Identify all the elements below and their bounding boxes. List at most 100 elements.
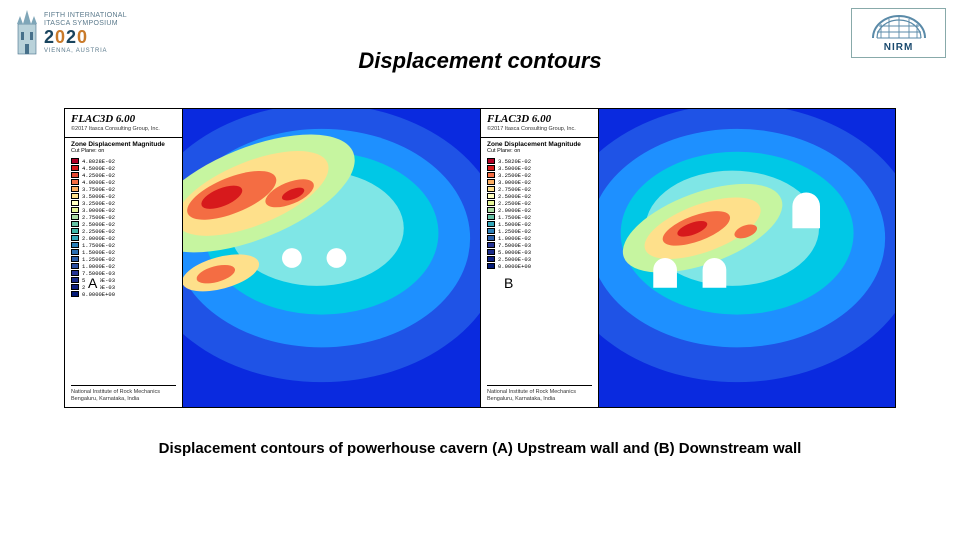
legend-value: 2.0000E-02 [498, 207, 531, 214]
legend-item: 2.0000E-02 [71, 235, 176, 242]
legend-value: 1.5000E-02 [498, 221, 531, 228]
legend-value: 2.2500E-02 [498, 200, 531, 207]
contour-plot [183, 109, 480, 407]
legend-swatch [71, 172, 79, 178]
legend-value: 1.0000E-02 [82, 263, 115, 270]
legend-item: 2.2500E-02 [487, 200, 592, 207]
legend-value: 1.0000E-02 [498, 235, 531, 242]
legend-value: 1.7500E-02 [82, 242, 115, 249]
legend-item: 3.7500E-02 [71, 186, 176, 193]
legend-value: 2.5000E-02 [82, 221, 115, 228]
panel-letter: A [85, 275, 100, 291]
legend-value: 5.0000E-03 [498, 249, 531, 256]
legend-swatch [71, 235, 79, 241]
legend-swatch [487, 249, 495, 255]
legend-item: 4.2500E-02 [71, 172, 176, 179]
contour-plot [599, 109, 895, 407]
legend-value: 3.2500E-02 [498, 172, 531, 179]
legend-swatch [71, 277, 79, 283]
nirm-arch-icon [871, 14, 927, 40]
legend-value: 0.0000E+00 [498, 263, 531, 270]
legend-swatch [487, 179, 495, 185]
legend-item: 2.5000E-02 [71, 221, 176, 228]
legend-item: 2.5000E-02 [487, 193, 592, 200]
legend-value: 4.5000E-02 [82, 165, 115, 172]
legend-swatch [487, 214, 495, 220]
legend-value: 7.5000E-03 [498, 242, 531, 249]
legend-swatch [487, 172, 495, 178]
conf-line2: ITASCA SYMPOSIUM [44, 20, 127, 28]
contour-panel-a: FLAC3D 6.00 ©2017 Itasca Consulting Grou… [65, 109, 480, 407]
legend-value: 4.2500E-02 [82, 172, 115, 179]
legend-swatch [487, 256, 495, 262]
legend-value: 1.2500E-02 [82, 256, 115, 263]
legend-item: 5.0000E-03 [487, 249, 592, 256]
legend-value: 3.5000E-02 [498, 165, 531, 172]
institute-line2: Bengaluru, Karnataka, India [487, 396, 592, 402]
legend-item: 0.0000E+00 [71, 291, 176, 298]
legend-swatch [487, 263, 495, 269]
legend-subtitle: Cut Plane: on [481, 148, 598, 156]
legend-subtitle: Cut Plane: on [65, 148, 182, 156]
legend-value: 2.0000E-02 [82, 235, 115, 242]
legend-swatch [487, 242, 495, 248]
software-name: FLAC3D 6.00 [71, 113, 176, 125]
legend-item: 4.0000E-02 [71, 179, 176, 186]
legend-value: 2.2500E-02 [82, 228, 115, 235]
legend-item: 1.5000E-02 [71, 249, 176, 256]
legend-item: 1.2500E-02 [487, 228, 592, 235]
legend-item: 1.0000E-02 [487, 235, 592, 242]
legend-item: 2.7500E-02 [487, 186, 592, 193]
legend-item: 4.8028E-02 [71, 158, 176, 165]
legend-item: 4.5000E-02 [71, 165, 176, 172]
legend-swatch [71, 263, 79, 269]
software-copyright: ©2017 Itasca Consulting Group, Inc. [71, 126, 176, 132]
legend-swatch [71, 270, 79, 276]
legend-value: 2.5000E-02 [498, 193, 531, 200]
figure-row: FLAC3D 6.00 ©2017 Itasca Consulting Grou… [64, 108, 896, 408]
legend-item: 3.2500E-02 [71, 200, 176, 207]
legend-item: 2.5000E-03 [487, 256, 592, 263]
legend-title: Zone Displacement Magnitude [481, 141, 598, 148]
legend-swatch [71, 200, 79, 206]
legend-item: 1.5000E-02 [487, 221, 592, 228]
legend-swatch [71, 207, 79, 213]
legend-title: Zone Displacement Magnitude [65, 141, 182, 148]
legend-value: 4.8028E-02 [82, 158, 115, 165]
legend-item: 1.0000E-02 [71, 263, 176, 270]
legend-value: 2.7500E-02 [82, 214, 115, 221]
legend-swatch [71, 249, 79, 255]
legend-swatch [487, 235, 495, 241]
legend-value: 4.0000E-02 [82, 179, 115, 186]
legend-swatch [487, 207, 495, 213]
legend-swatch [487, 186, 495, 192]
legend-swatch [71, 284, 79, 290]
institute-line2: Bengaluru, Karnataka, India [71, 396, 176, 402]
legend-item: 2.7500E-02 [71, 214, 176, 221]
legend-value: 3.0000E-02 [498, 179, 531, 186]
software-copyright: ©2017 Itasca Consulting Group, Inc. [487, 126, 592, 132]
legend-list: 3.5820E-02 3.5000E-02 3.2500E-02 3.0000E… [481, 157, 598, 271]
legend-value: 0.0000E+00 [82, 291, 115, 298]
legend-swatch [487, 193, 495, 199]
legend-value: 2.5000E-03 [498, 256, 531, 263]
legend-item: 3.5000E-02 [71, 193, 176, 200]
legend-item: 1.2500E-02 [71, 256, 176, 263]
contour-panel-b: FLAC3D 6.00 ©2017 Itasca Consulting Grou… [480, 109, 895, 407]
legend-value: 1.5000E-02 [82, 249, 115, 256]
legend-swatch [71, 228, 79, 234]
legend-swatch [71, 158, 79, 164]
legend-item: 3.5000E-02 [487, 165, 592, 172]
legend-footer: National Institute of Rock Mechanics Ben… [65, 379, 182, 407]
legend-item: 3.5820E-02 [487, 158, 592, 165]
legend-swatch [71, 179, 79, 185]
legend-item: 3.0000E-02 [487, 179, 592, 186]
legend-item: 3.0000E-02 [71, 207, 176, 214]
legend-swatch [71, 214, 79, 220]
legend-swatch [71, 242, 79, 248]
legend-value: 1.2500E-02 [498, 228, 531, 235]
legend-item: 1.7500E-02 [71, 242, 176, 249]
legend-swatch [487, 158, 495, 164]
legend-item: 3.2500E-02 [487, 172, 592, 179]
legend-value: 3.5820E-02 [498, 158, 531, 165]
